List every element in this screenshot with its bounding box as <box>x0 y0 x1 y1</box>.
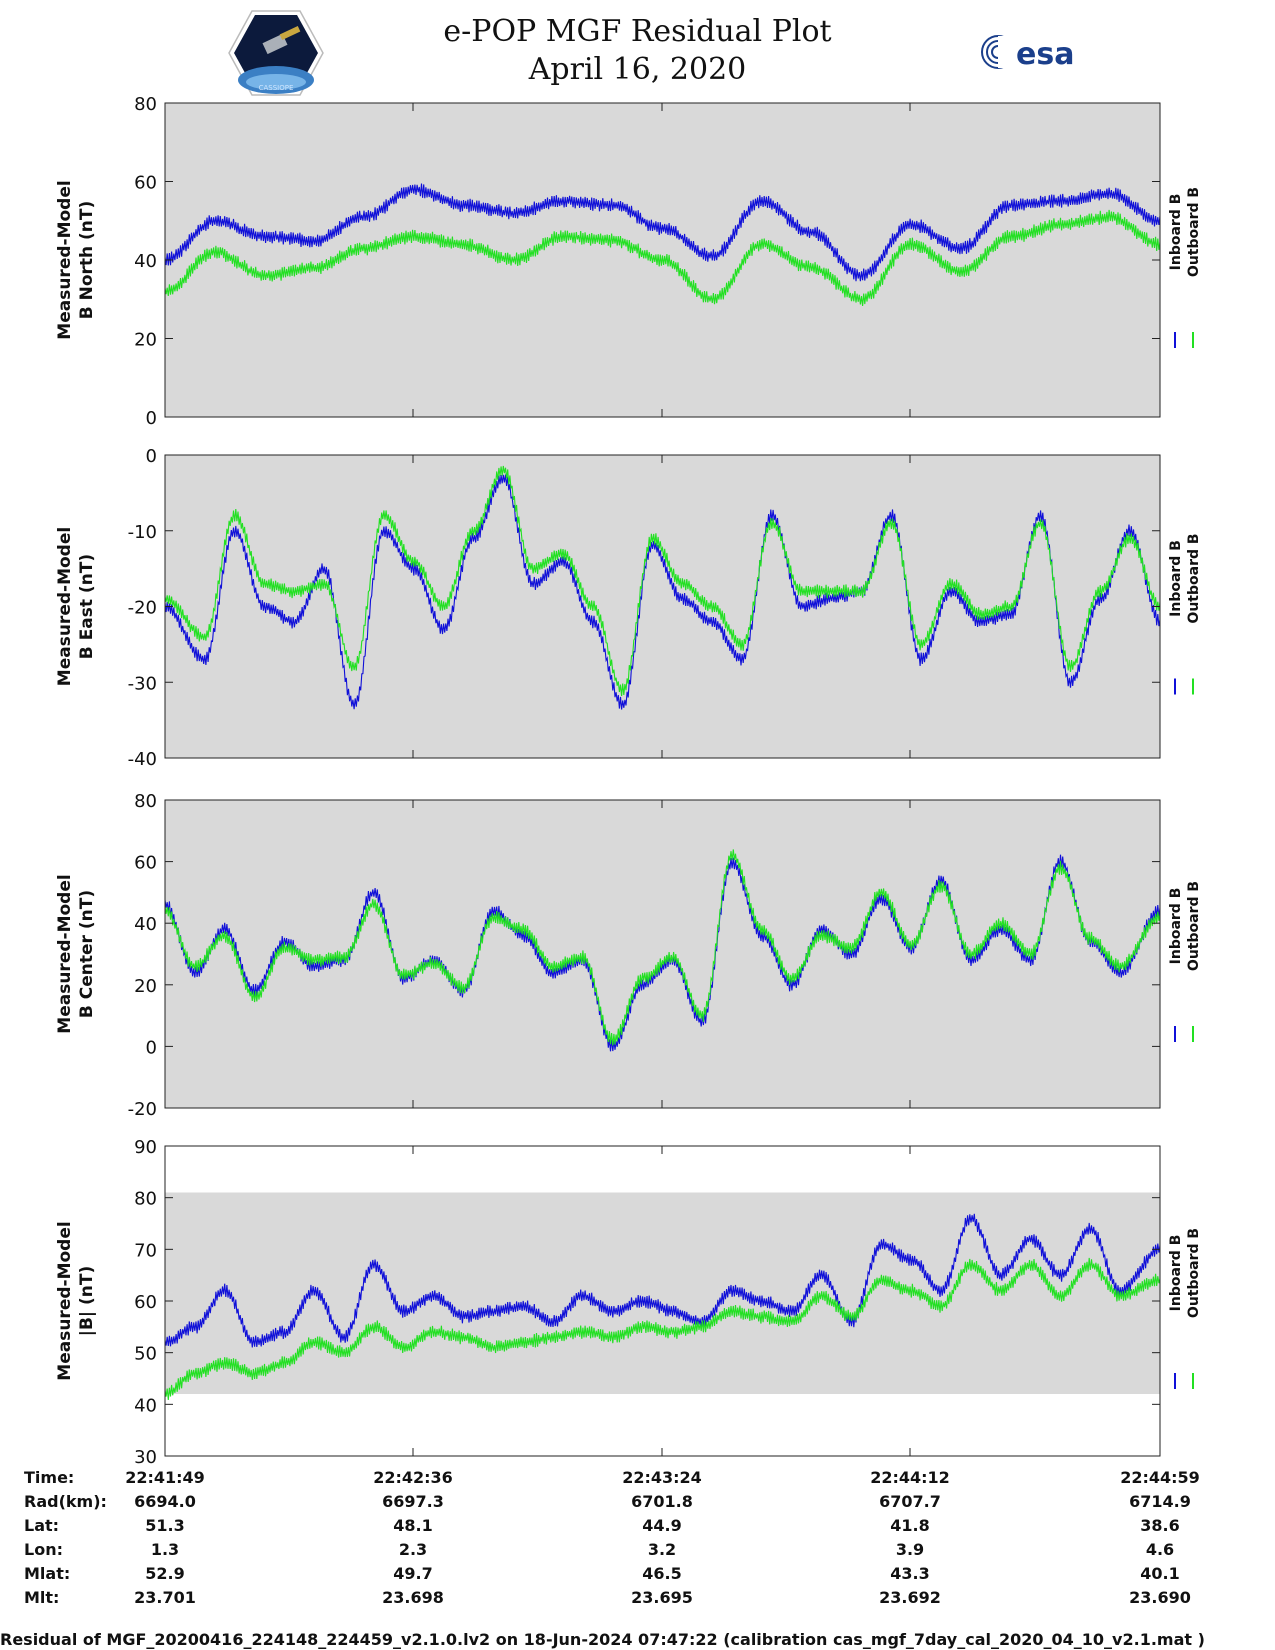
legend-inboard-label: Inboard B <box>1168 1235 1184 1312</box>
legend-inboard-label: Inboard B <box>1168 540 1184 617</box>
info-cell: 41.8 <box>890 1516 930 1535</box>
info-cell: 3.9 <box>895 1540 925 1559</box>
info-cell: 2.3 <box>398 1540 428 1559</box>
series-outboard-line <box>164 465 1161 697</box>
series-outboard-line <box>164 849 1161 1046</box>
cassiope-mission-logo: CASSIOPE <box>228 10 324 96</box>
y-axis-label: |B| (nT) <box>77 1266 97 1337</box>
y-tick-label: 20 <box>134 976 157 997</box>
info-cell: 22:41:49 <box>125 1468 205 1487</box>
chart-subtitle-date: April 16, 2020 <box>528 52 747 87</box>
info-cell: 6697.3 <box>382 1492 444 1511</box>
plot-background <box>165 1192 1160 1394</box>
info-cell: 22:43:24 <box>622 1468 702 1487</box>
y-tick-label: 0 <box>146 446 157 467</box>
y-axis-label: B North (nT) <box>77 201 97 320</box>
info-cell: 44.9 <box>642 1516 682 1535</box>
panel-3: -20 0 20 40 60 80 Measured-Model B Center (nT) I… <box>55 791 1202 1120</box>
info-row-label: Rad(km): <box>24 1492 107 1511</box>
y-tick-label: 80 <box>134 1189 157 1210</box>
info-cell: 49.7 <box>393 1564 433 1583</box>
series-inboard-line <box>164 474 1161 710</box>
y-tick-label: -20 <box>128 598 157 619</box>
info-cell: 23.690 <box>1129 1588 1191 1607</box>
legend-outboard-label: Outboard B <box>1186 187 1202 277</box>
plot-background <box>165 455 1160 758</box>
panel-1: 0 20 40 60 80 Measured-Model B North (nT) Inboa… <box>55 94 1202 429</box>
y-axis-label: Measured-Model <box>55 180 75 339</box>
info-cell: 52.9 <box>145 1564 185 1583</box>
info-row-label: Lat: <box>24 1516 60 1535</box>
esa-logo-text: esa <box>1016 37 1074 72</box>
info-row-label: Mlat: <box>24 1564 71 1583</box>
info-cell: 23.698 <box>382 1588 444 1607</box>
info-row-label: Mlt: <box>24 1588 60 1607</box>
y-axis-label: B East (nT) <box>77 554 97 659</box>
y-tick-label: 20 <box>134 330 157 351</box>
legend-outboard-label: Outboard B <box>1186 533 1202 623</box>
info-cell: 22:44:12 <box>870 1468 950 1487</box>
y-tick-label: -10 <box>128 522 157 543</box>
info-cell: 6714.9 <box>1129 1492 1191 1511</box>
cassiope-logo-text: CASSIOPE <box>259 84 294 92</box>
info-cell: 23.695 <box>631 1588 693 1607</box>
chart-title: e-POP MGF Residual Plot <box>443 14 832 49</box>
y-tick-label: -30 <box>128 673 157 694</box>
legend-inboard-label: Inboard B <box>1168 194 1184 271</box>
y-tick-label: 80 <box>134 94 157 115</box>
panel-4: 30 40 50 60 70 80 90 Measured-Model |B| (nT) Inbo… <box>55 1137 1202 1468</box>
y-tick-label: 30 <box>134 1447 157 1468</box>
info-cell: 43.3 <box>890 1564 930 1583</box>
y-tick-label: 60 <box>134 1292 157 1313</box>
y-axis-label: Measured-Model <box>55 527 75 686</box>
y-tick-label: 50 <box>134 1344 157 1365</box>
series-outboard-line <box>164 209 1161 307</box>
info-cell: 23.701 <box>134 1588 196 1607</box>
y-tick-label: 90 <box>134 1137 157 1158</box>
info-cell: 6707.7 <box>879 1492 941 1511</box>
info-cell: 1.3 <box>150 1540 180 1559</box>
series-inboard-line <box>164 183 1161 282</box>
info-cell: 48.1 <box>393 1516 433 1535</box>
series-inboard-line <box>164 1213 1161 1348</box>
y-tick-label: -20 <box>128 1099 157 1120</box>
y-tick-label: 70 <box>134 1240 157 1261</box>
legend-inboard-label: Inboard B <box>1168 888 1184 965</box>
info-cell: 23.692 <box>879 1588 941 1607</box>
esa-logo: esa <box>981 35 1074 72</box>
info-cell: 6701.8 <box>631 1492 693 1511</box>
y-tick-label: 80 <box>134 791 157 812</box>
y-axis-label: Measured-Model <box>55 1221 75 1380</box>
info-cell: 46.5 <box>642 1564 682 1583</box>
panel-2: -40 -30 -20 -10 0 Measured-Model B East (nT) In… <box>55 446 1202 770</box>
y-tick-label: 60 <box>134 853 157 874</box>
y-tick-label: 40 <box>134 1395 157 1416</box>
y-tick-label: 0 <box>146 1037 157 1058</box>
plot-background <box>165 800 1160 1108</box>
orbit-info-table: Time: Rad(km): Lat: Lon: Mlat: Mlt: 22:41:49 66… <box>0 1468 1275 1608</box>
y-tick-label: 40 <box>134 914 157 935</box>
info-cell: 4.6 <box>1145 1540 1175 1559</box>
info-cell: 6694.0 <box>134 1492 196 1511</box>
info-cell: 51.3 <box>145 1516 185 1535</box>
info-cell: 40.1 <box>1140 1564 1180 1583</box>
info-row-label: Time: <box>24 1468 75 1487</box>
y-tick-label: 60 <box>134 173 157 194</box>
legend-outboard-label: Outboard B <box>1186 1228 1202 1318</box>
y-tick-label: 40 <box>134 251 157 272</box>
footer-caption: Residual of MGF_20200416_224148_224459_v… <box>0 1630 1205 1649</box>
info-cell: 38.6 <box>1140 1516 1180 1535</box>
legend-outboard-label: Outboard B <box>1186 881 1202 971</box>
series-outboard-line <box>164 1257 1161 1400</box>
info-row-label: Lon: <box>24 1540 63 1559</box>
info-cell: 22:44:59 <box>1120 1468 1200 1487</box>
y-tick-label: 0 <box>146 408 157 429</box>
y-tick-label: -40 <box>128 749 157 770</box>
info-cell: 3.2 <box>647 1540 677 1559</box>
info-cell: 22:42:36 <box>373 1468 453 1487</box>
y-axis-label: Measured-Model <box>55 874 75 1033</box>
y-axis-label: B Center (nT) <box>77 890 97 1018</box>
